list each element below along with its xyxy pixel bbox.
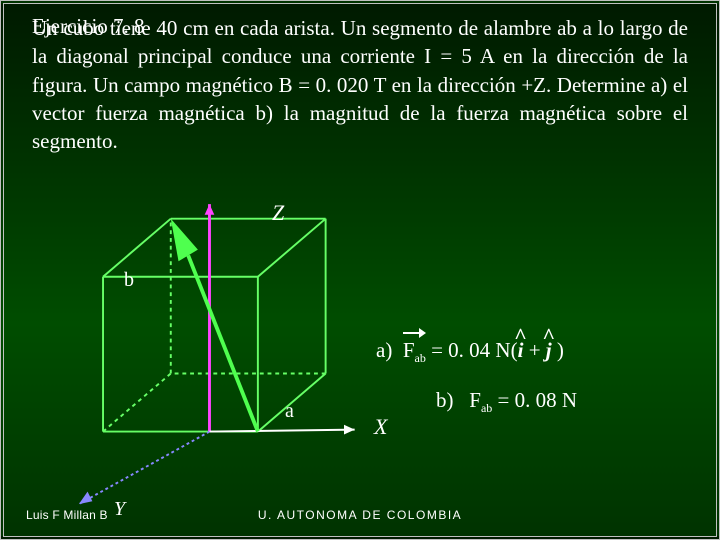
f-vector-symbol: Fab [403, 334, 426, 368]
answer-a-value: = 0. 04 N( [431, 338, 518, 362]
footer-author: Luis F Millan B [26, 508, 108, 522]
i-hat: i [518, 334, 524, 368]
answer-b: b) Fab = 0. 08 N [376, 384, 686, 418]
answer-a: a) Fab = 0. 04 N(i + j ) [376, 334, 686, 368]
point-b-label: b [124, 269, 134, 292]
slide: Un cubo tiene 40 cm en cada arista. Un s… [0, 0, 720, 540]
cube-diagram [74, 199, 374, 519]
j-hat: j [546, 334, 552, 368]
footer-institution: U. AUTONOMA DE COLOMBIA [258, 508, 462, 522]
answer-b-value: = 0. 08 N [498, 388, 578, 412]
answers-block: a) Fab = 0. 04 N(i + j ) b) Fab = 0. 08 … [376, 334, 686, 419]
axis-y-label: Y [114, 498, 125, 521]
point-a-label: a [285, 400, 294, 423]
answer-a-prefix: a) [376, 338, 392, 362]
answer-b-prefix: b) [436, 388, 454, 412]
slide-title: Ejercicio 7. 8 [32, 14, 145, 39]
axis-z-label: Z [272, 200, 284, 226]
